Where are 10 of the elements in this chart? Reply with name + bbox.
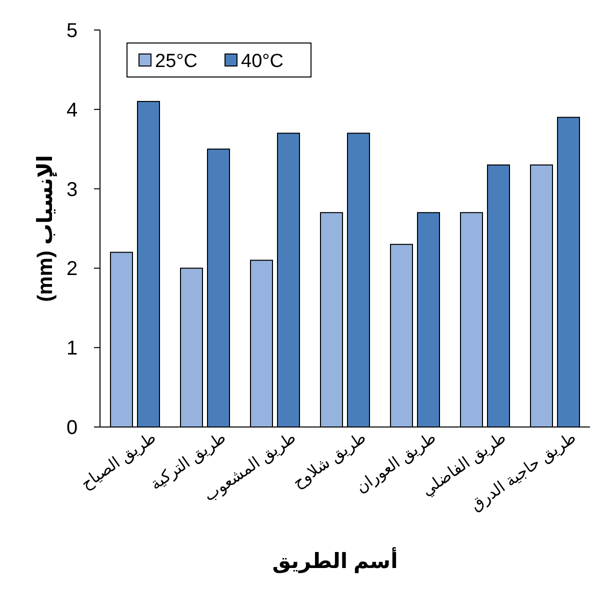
y-tick-label: 1 [66,338,78,360]
y-tick-label: 4 [66,99,78,122]
y-tick-label: 2 [66,258,78,280]
y-tick-label: 0 [66,417,78,439]
x-axis-title: أسم الطريق [272,547,398,574]
y-axis-title: الإنسياب (mm) [34,155,58,302]
y-tick-label: 3 [66,178,78,201]
legend-label: 25°C [155,51,198,72]
y-tick-label: 5 [66,20,78,42]
legend-label: 40°C [241,51,284,72]
